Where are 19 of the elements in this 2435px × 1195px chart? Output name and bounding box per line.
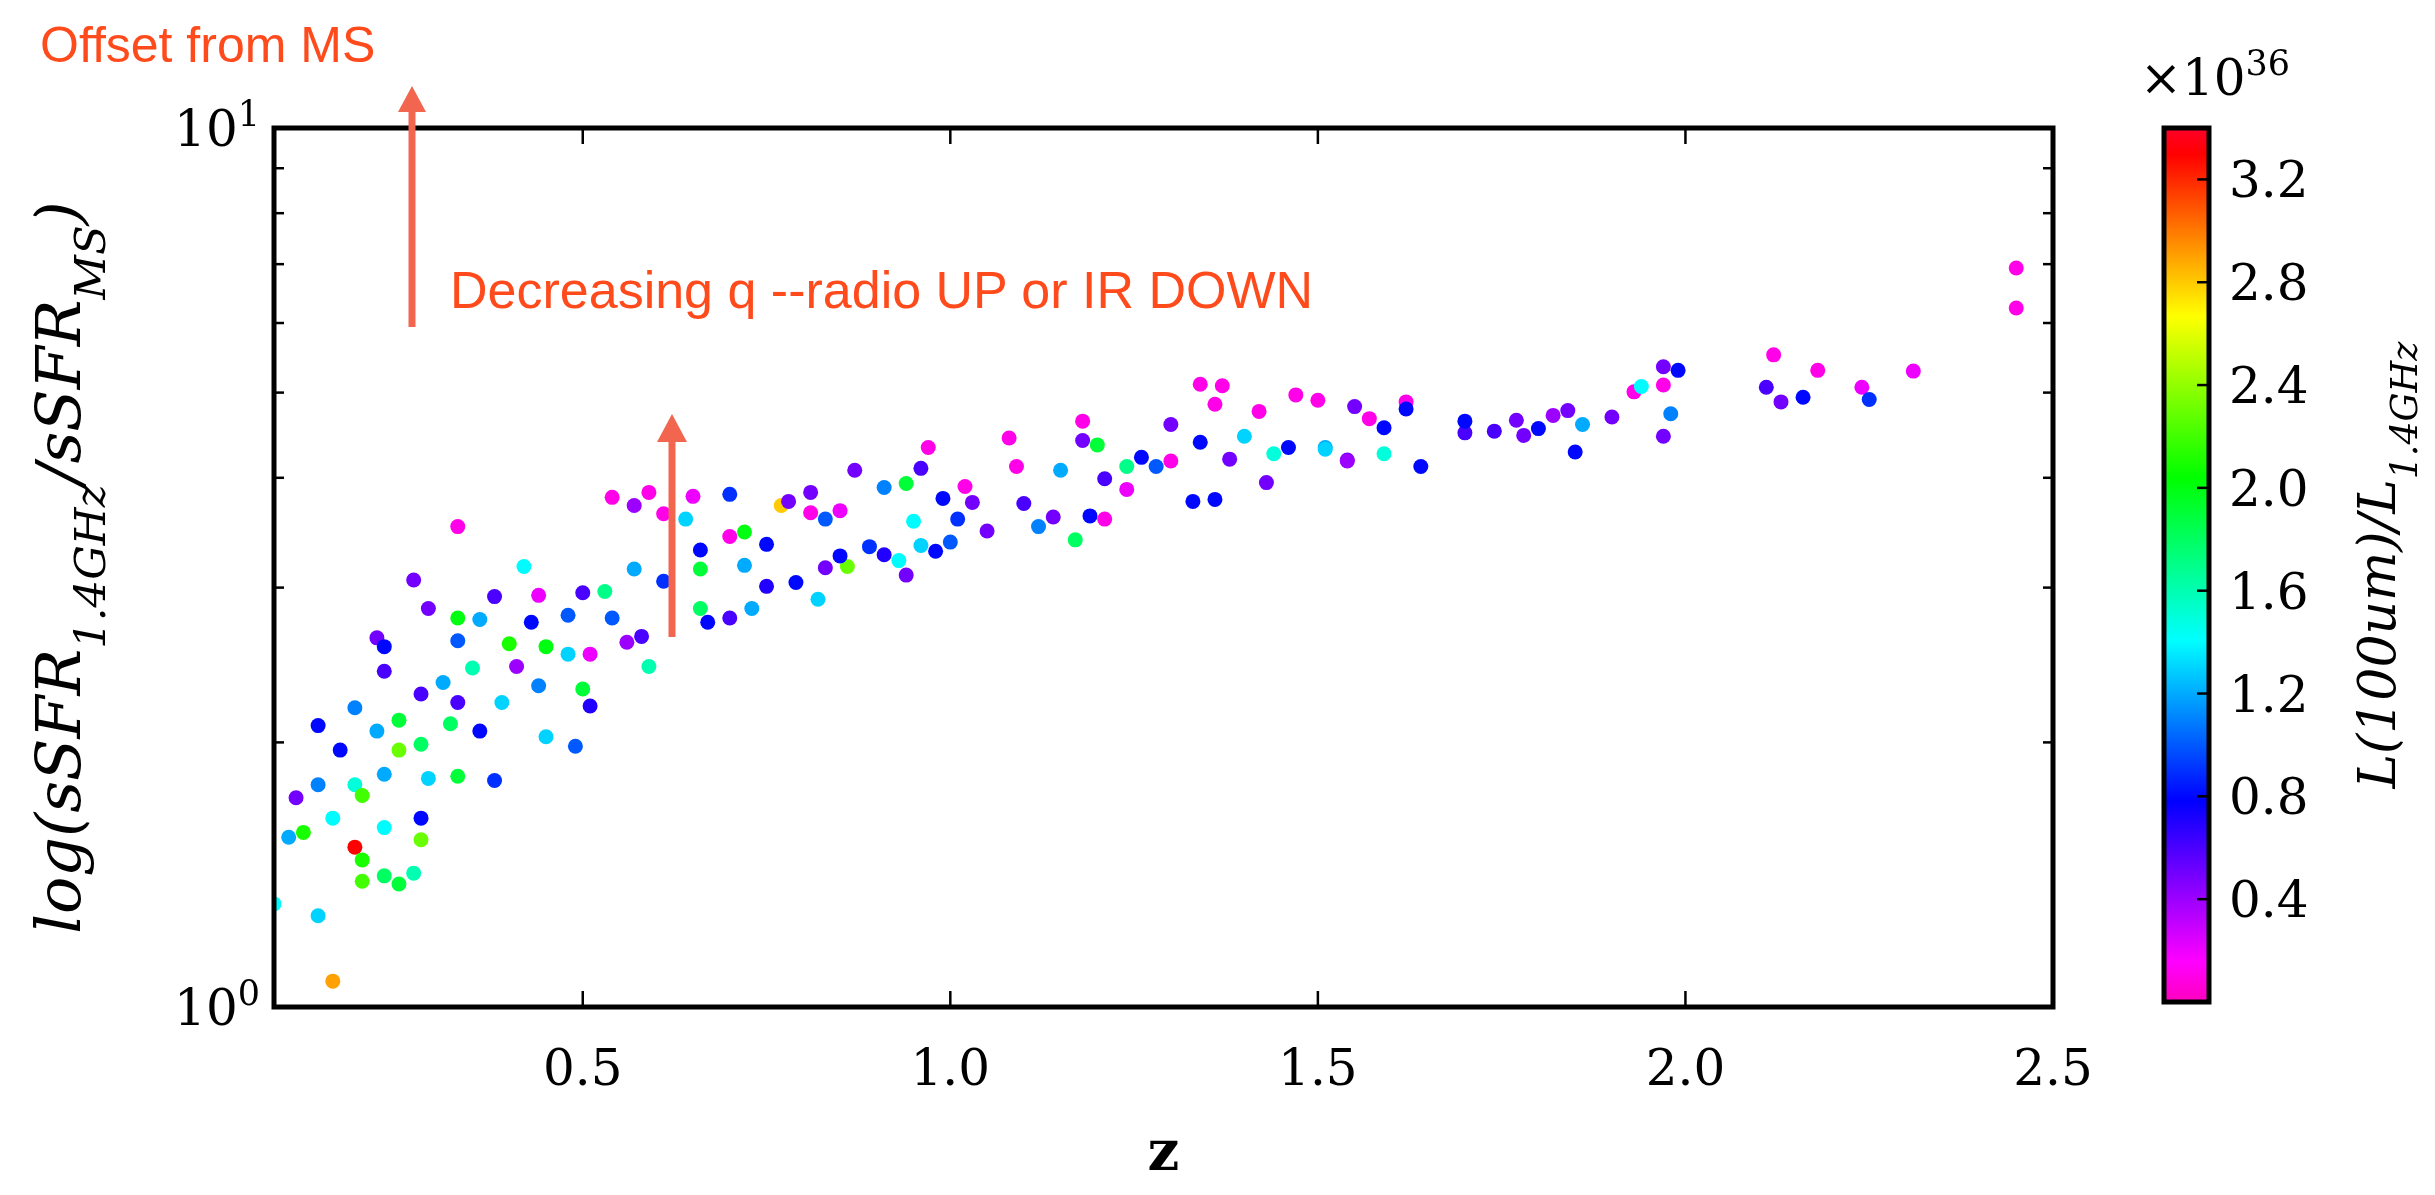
color-bar-label: 2.8	[2229, 254, 2309, 313]
color-bar-label: 0.8	[2229, 768, 2309, 827]
x-tick-label: 1.5	[1278, 1039, 1358, 1097]
color-bar-label: 1.2	[2229, 665, 2309, 724]
x-tick-label: 0.5	[542, 1039, 623, 1097]
annotation: Decreasing q --radio UP or IR DOWN	[450, 261, 1314, 319]
color-bar-label: 0.4	[2229, 871, 2309, 930]
color-bar-label: 2.4	[2229, 357, 2309, 416]
x-tick-label: 2.5	[2013, 1039, 2093, 1097]
color-bar-label: 2.0	[2229, 459, 2309, 518]
x-axis-title: z	[1147, 1117, 1180, 1183]
x-tick-label: 2.0	[1645, 1039, 1726, 1097]
y-tick-label: 10$^{0}$	[174, 973, 260, 1037]
color-bar-label: 3.2	[2229, 151, 2309, 210]
color-bar-label: 1.6	[2229, 562, 2309, 621]
text: ×10$^{36}$	[2140, 43, 2291, 107]
x-tick-label: 1.0	[910, 1039, 991, 1097]
y-tick-label: 10$^{1}$	[174, 94, 260, 158]
text: Offset from MS	[40, 17, 376, 73]
